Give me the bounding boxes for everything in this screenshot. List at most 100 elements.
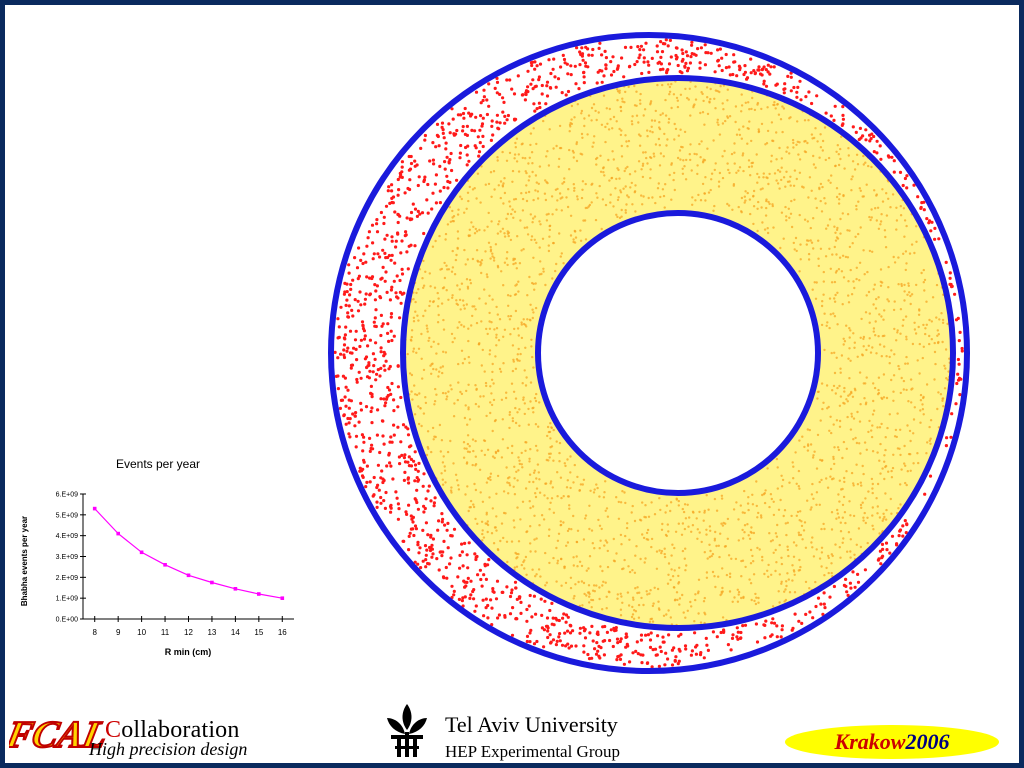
inner-dot <box>747 165 751 169</box>
inner-dot <box>862 154 865 158</box>
outer-dot <box>456 575 460 579</box>
inner-dot <box>513 210 517 213</box>
inner-dot <box>873 189 876 192</box>
inner-dot <box>834 543 837 546</box>
outer-dot <box>432 504 436 508</box>
inner-dot <box>886 298 889 301</box>
inner-dot <box>651 196 654 199</box>
outer-dot <box>679 632 683 637</box>
inner-dot <box>582 538 586 541</box>
inner-dot <box>676 156 680 160</box>
inner-dot <box>871 487 874 490</box>
inner-dot <box>776 103 779 106</box>
inner-dot <box>903 290 906 293</box>
inner-dot <box>701 92 704 96</box>
outer-dot <box>877 557 881 561</box>
outer-dot <box>532 594 537 598</box>
inner-dot <box>606 565 610 569</box>
inner-dot <box>833 315 837 318</box>
y-tick-label: 3.E+09 <box>56 554 78 561</box>
inner-dot <box>433 403 436 406</box>
outer-dot <box>424 497 428 501</box>
inner-dot <box>538 165 542 168</box>
inner-dot <box>406 352 409 356</box>
outer-dot <box>489 138 493 142</box>
inner-dot <box>797 531 800 534</box>
inner-dot <box>601 608 604 611</box>
inner-dot <box>646 135 649 138</box>
inner-dot <box>583 219 587 222</box>
outer-dot <box>417 461 421 465</box>
inner-dot <box>634 210 637 213</box>
inner-dot <box>667 562 671 565</box>
inner-dot <box>889 497 892 501</box>
outer-dot <box>446 186 450 190</box>
outer-dot <box>580 46 584 50</box>
inner-dot <box>572 597 575 600</box>
outer-dot <box>373 298 377 302</box>
inner-dot <box>520 249 523 252</box>
outer-dot <box>370 223 375 227</box>
inner-dot <box>511 417 514 420</box>
inner-dot <box>867 490 870 493</box>
outer-dot <box>343 395 347 399</box>
inner-dot <box>790 225 794 229</box>
inner-dot <box>757 128 760 131</box>
outer-dot <box>388 201 392 205</box>
outer-dot <box>771 617 775 621</box>
inner-dot <box>795 514 798 517</box>
inner-dot <box>713 168 716 172</box>
x-tick-label: 10 <box>137 628 146 637</box>
inner-dot <box>531 568 534 571</box>
inner-dot <box>620 144 623 148</box>
inner-dot <box>592 141 595 144</box>
outer-dot <box>390 381 394 386</box>
inner-dot <box>881 188 884 191</box>
inner-dot <box>436 305 440 308</box>
inner-dot <box>881 519 884 522</box>
inner-dot <box>475 197 478 200</box>
inner-dot <box>717 180 721 183</box>
inner-dot <box>853 553 856 556</box>
inner-dot <box>699 199 703 202</box>
inner-dot <box>750 165 754 168</box>
inner-dot <box>686 96 689 100</box>
inner-dot <box>602 167 605 170</box>
inner-dot <box>608 179 611 182</box>
inner-dot <box>608 591 611 594</box>
inner-dot <box>415 393 419 397</box>
outer-dot <box>656 634 660 638</box>
inner-dot <box>515 137 519 140</box>
inner-dot <box>569 234 573 237</box>
inner-dot <box>552 428 555 432</box>
inner-dot <box>748 198 752 201</box>
outer-dot <box>396 385 400 389</box>
inner-dot <box>427 339 430 342</box>
outer-dot <box>525 639 529 644</box>
inner-dot <box>481 532 484 536</box>
inner-dot <box>786 545 789 548</box>
inner-dot <box>933 341 936 345</box>
inner-dot <box>590 529 594 532</box>
outer-dot <box>481 144 485 149</box>
tagline: High precision design <box>89 739 248 759</box>
inner-dot <box>556 471 559 474</box>
outer-dot <box>564 93 568 97</box>
inner-dot <box>623 491 626 494</box>
inner-dot <box>434 239 437 243</box>
outer-dot <box>639 633 644 637</box>
inner-dot <box>591 542 594 545</box>
inner-dot <box>495 492 498 495</box>
inner-dot <box>649 176 652 180</box>
inner-dot <box>823 126 827 129</box>
outer-dot <box>424 521 428 525</box>
inner-dot <box>548 528 551 531</box>
inner-dot <box>699 156 702 159</box>
inner-dot <box>485 513 488 516</box>
inner-dot <box>493 188 496 191</box>
outer-dot <box>578 626 583 630</box>
inner-dot <box>836 144 839 147</box>
inner-dot <box>838 419 842 423</box>
inner-dot <box>752 531 756 535</box>
inner-dot <box>771 605 775 608</box>
